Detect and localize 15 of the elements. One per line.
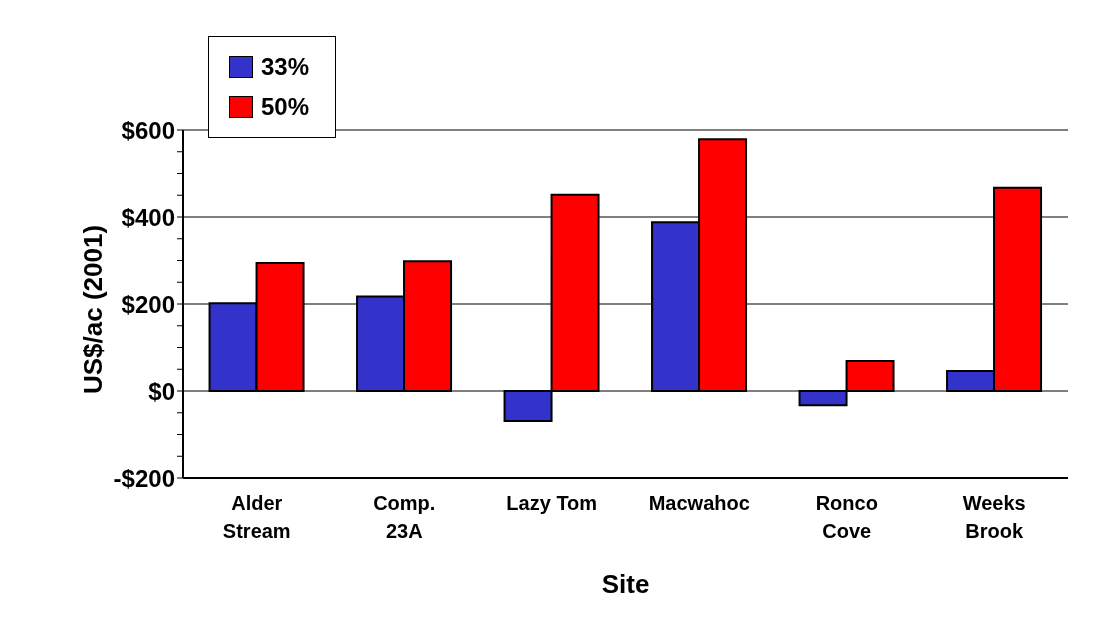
x-tick-label: Weeks Brook bbox=[962, 492, 1026, 542]
legend-label: 50% bbox=[260, 92, 310, 122]
y-tick-label: $400 bbox=[121, 203, 175, 231]
y-tick-label: $0 bbox=[148, 377, 175, 405]
x-axis-title: Site bbox=[601, 569, 650, 599]
legend-label: 33% bbox=[260, 52, 310, 82]
x-tick-label: Ronco Cove bbox=[815, 492, 878, 542]
x-tick-label: Macwahoc bbox=[648, 492, 750, 514]
x-tick-label: Comp. 23A bbox=[373, 492, 436, 542]
y-tick-label: $200 bbox=[121, 290, 175, 318]
x-tick-label: Lazy Tom bbox=[506, 492, 598, 514]
y-tick-label: $600 bbox=[121, 116, 175, 144]
x-tick-label: Alder Stream bbox=[222, 492, 291, 542]
y-axis-title: US$/ac (2001) bbox=[78, 224, 109, 394]
y-tick-label: -$200 bbox=[113, 464, 175, 492]
